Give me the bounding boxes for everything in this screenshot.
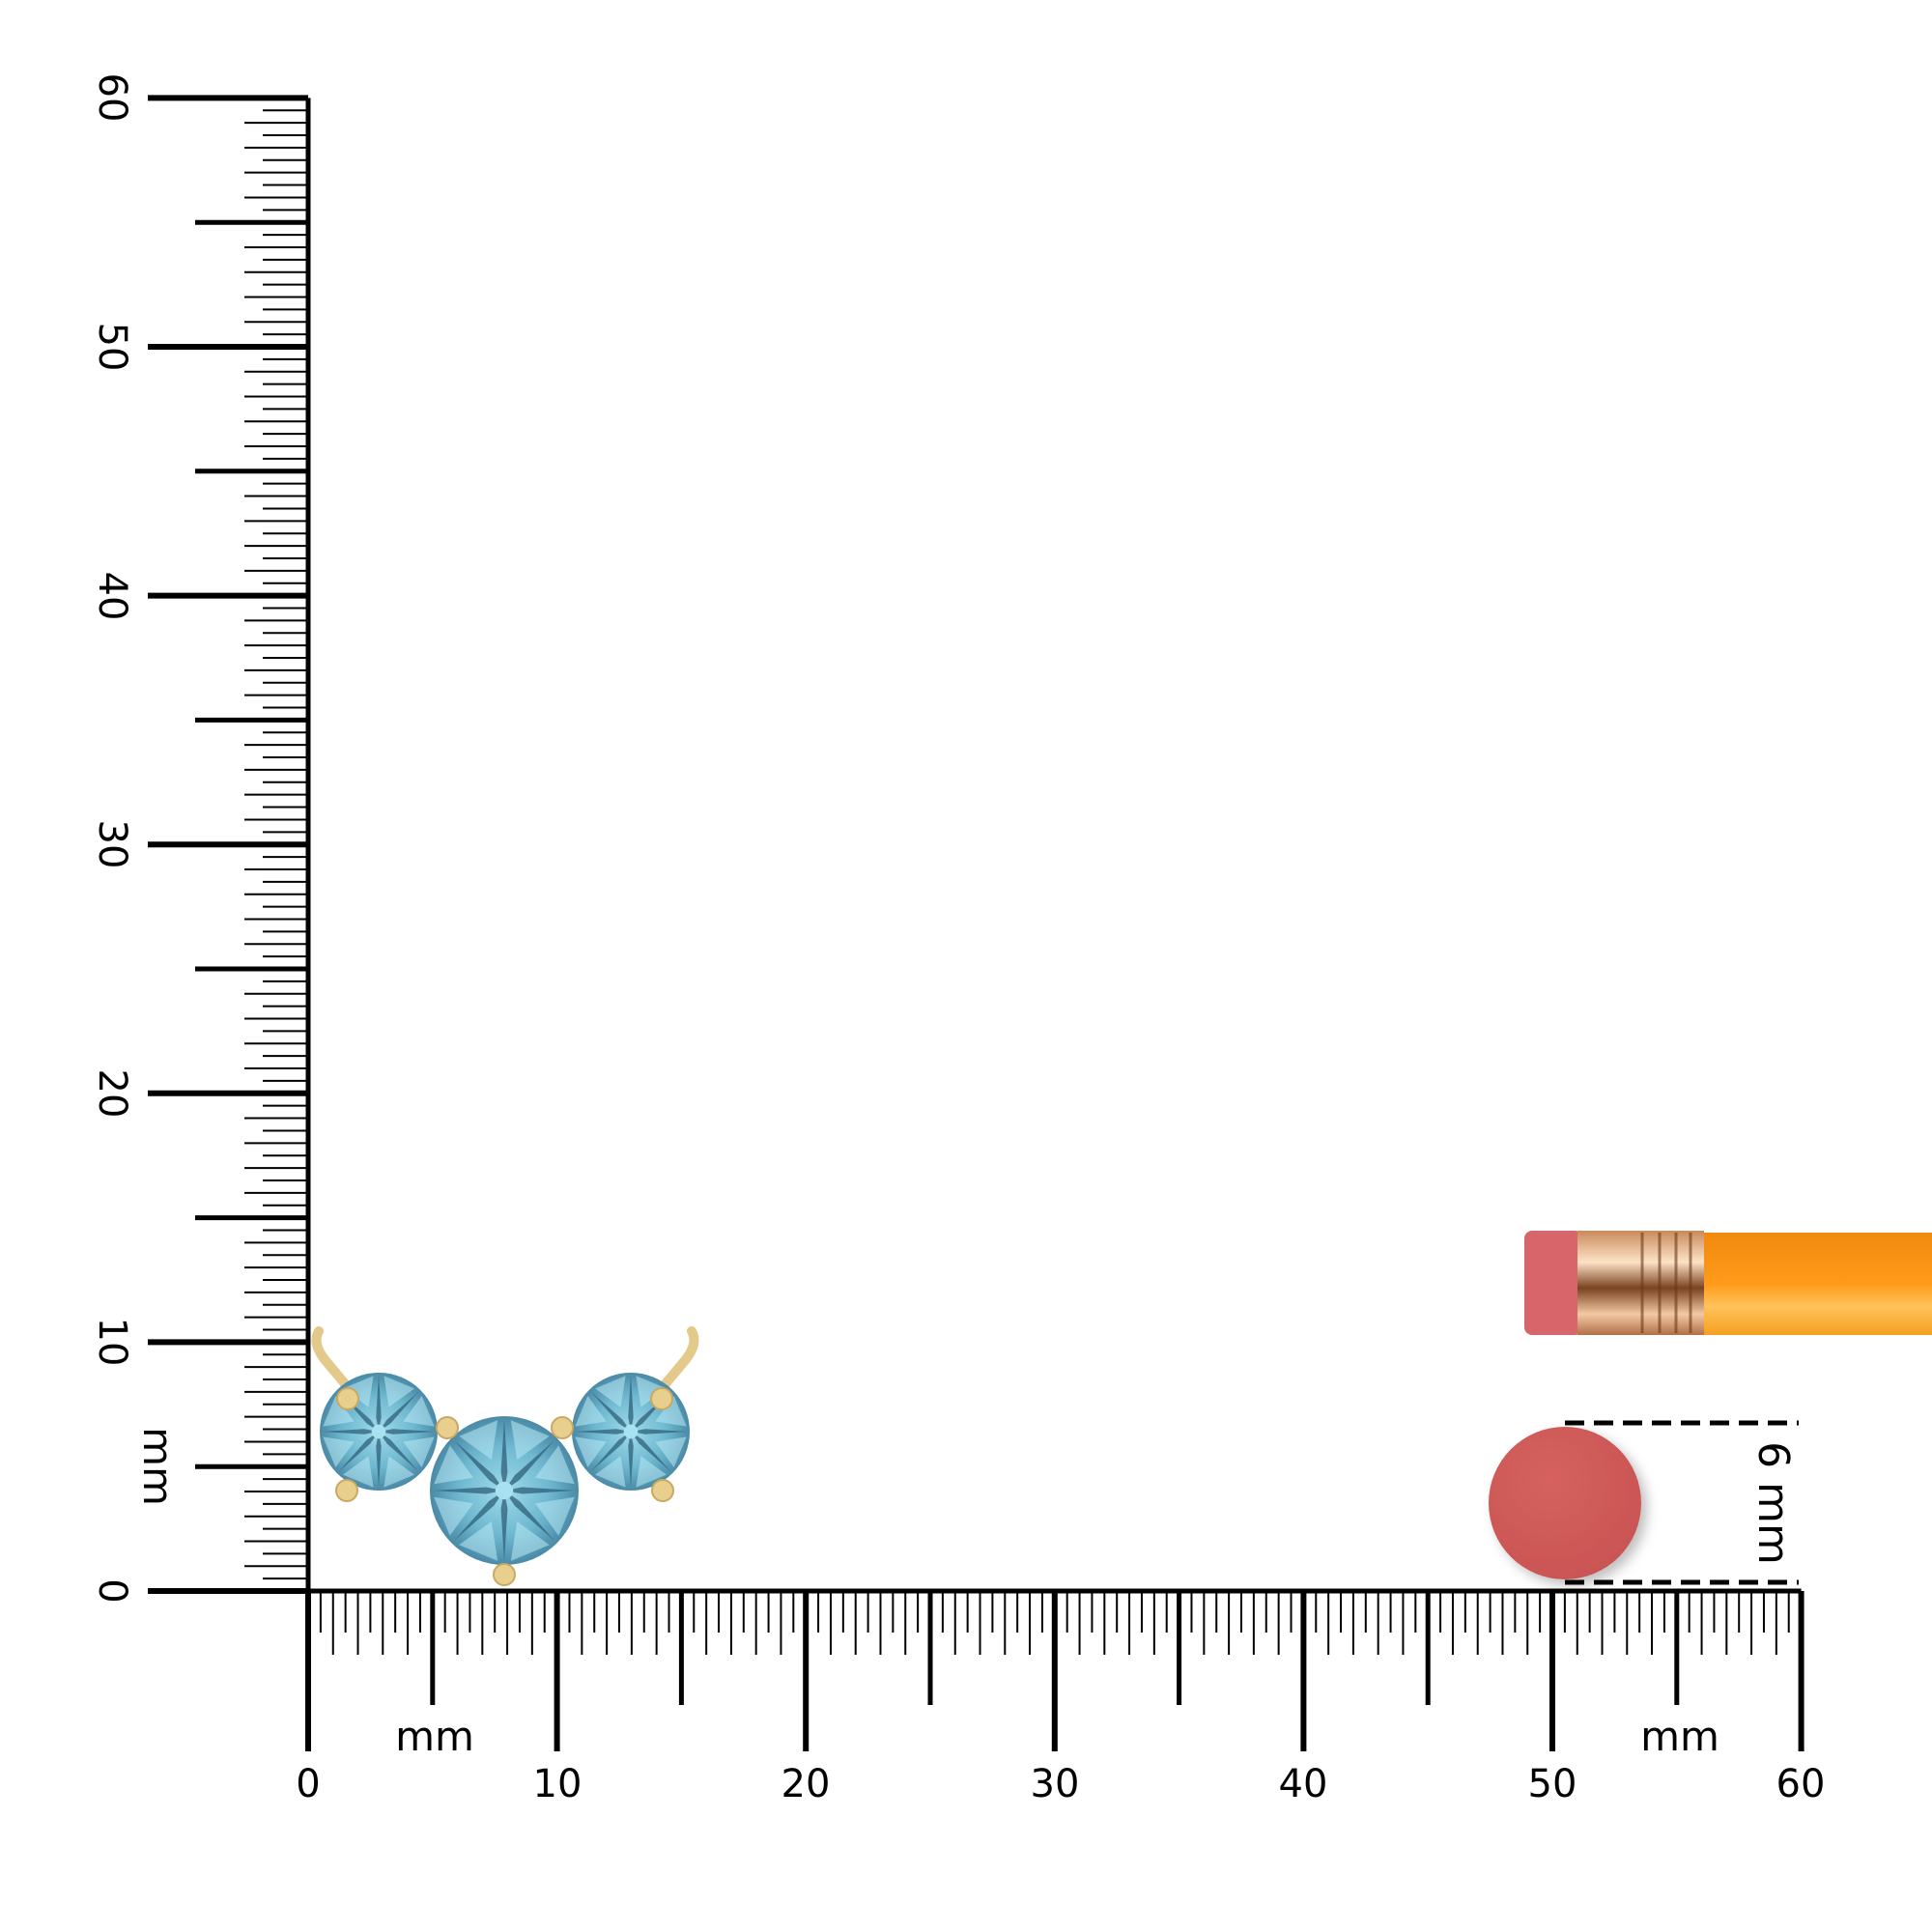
horizontal-ruler-label: 10 bbox=[533, 1762, 582, 1806]
vertical-ruler-label: 60 bbox=[90, 73, 134, 123]
vertical-ruler bbox=[148, 95, 311, 1594]
vertical-ruler-label: 50 bbox=[90, 323, 134, 372]
horizontal-ruler-label: 50 bbox=[1528, 1762, 1577, 1806]
horizontal-ruler-label: 40 bbox=[1279, 1762, 1328, 1806]
horizontal-ruler-label: 60 bbox=[1776, 1762, 1826, 1806]
horizontal-ruler-label: 20 bbox=[781, 1762, 831, 1806]
gemstone bbox=[430, 1416, 579, 1565]
prong bbox=[335, 1479, 358, 1502]
pencil-body bbox=[1704, 1233, 1932, 1335]
horizontal-ruler bbox=[305, 1588, 1804, 1751]
vertical-ruler-label: 0 bbox=[90, 1578, 134, 1603]
horizontal-ruler-unit-right: mm bbox=[1640, 1713, 1719, 1760]
prong bbox=[651, 1479, 674, 1502]
horizontal-ruler-label: 0 bbox=[296, 1762, 320, 1806]
dimension-label: 6 mm bbox=[1748, 1441, 1798, 1565]
horizontal-ruler-unit-left: mm bbox=[395, 1713, 474, 1760]
left-bail bbox=[311, 1326, 353, 1392]
vertical-ruler-label: 30 bbox=[90, 820, 134, 869]
eraser-dot bbox=[1489, 1427, 1641, 1579]
vertical-ruler-label: 40 bbox=[90, 572, 134, 621]
vertical-ruler-label: 20 bbox=[90, 1069, 134, 1119]
three-stone-pendant bbox=[311, 1326, 699, 1586]
gemstone bbox=[572, 1373, 690, 1491]
prong bbox=[436, 1416, 459, 1439]
eraser-size-reference: 6 mm bbox=[1489, 1420, 1799, 1585]
vertical-ruler-label: 10 bbox=[90, 1318, 134, 1367]
horizontal-ruler-label: 30 bbox=[1031, 1762, 1080, 1806]
prong bbox=[650, 1387, 673, 1410]
pencil-eraser bbox=[1524, 1231, 1582, 1335]
pencil-reference bbox=[1524, 1231, 1932, 1335]
prong bbox=[551, 1416, 574, 1439]
right-bail bbox=[658, 1326, 699, 1392]
gemstone bbox=[320, 1373, 438, 1491]
prong bbox=[336, 1387, 359, 1410]
prong bbox=[493, 1563, 516, 1586]
vertical-ruler-unit: mm bbox=[134, 1427, 182, 1506]
